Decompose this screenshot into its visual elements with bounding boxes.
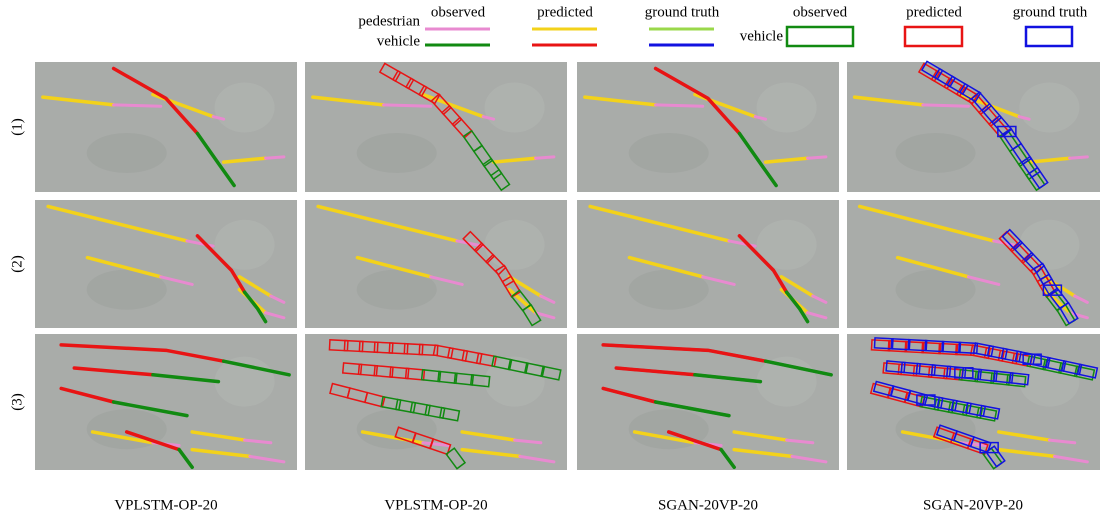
row-label: (1) <box>9 118 25 136</box>
scene-texture <box>629 133 709 173</box>
legend-label: vehicle <box>377 33 421 49</box>
scene-texture <box>757 83 817 133</box>
scene-texture <box>215 83 275 133</box>
legend-header: ground truth <box>645 4 720 20</box>
legend-header: observed <box>793 4 848 20</box>
legend: pedestrian vehicle observed predicted gr… <box>358 4 1087 49</box>
panels <box>35 61 1100 470</box>
column-caption: SGAN-20VP-20 <box>923 497 1023 513</box>
scene-texture <box>485 220 545 270</box>
trajectory <box>266 157 284 158</box>
legend-header: observed <box>431 4 486 20</box>
legend-swatch <box>787 27 853 46</box>
legend-label: vehicle <box>740 28 784 44</box>
legend-swatch <box>1026 27 1072 46</box>
trajectory <box>656 105 703 106</box>
legend-header: predicted <box>906 4 962 20</box>
trajectory <box>808 157 826 158</box>
scene-texture <box>485 83 545 133</box>
legend-swatch <box>905 27 962 46</box>
trajectory <box>384 105 431 106</box>
column-caption: SGAN-20VP-20 <box>658 497 758 513</box>
scene-texture <box>896 133 976 173</box>
trajectory <box>114 105 161 106</box>
trajectory <box>923 105 969 106</box>
row-label: (2) <box>9 255 25 273</box>
trajectory <box>1070 157 1088 158</box>
legend-label: pedestrian <box>358 13 420 29</box>
scene-texture <box>357 133 437 173</box>
trajectory <box>536 157 554 158</box>
legend-header: predicted <box>537 4 593 20</box>
scene-texture <box>1019 220 1079 270</box>
column-caption: VPLSTM-OP-20 <box>384 497 487 513</box>
scene-texture <box>87 133 167 173</box>
column-caption: VPLSTM-OP-20 <box>114 497 217 513</box>
scene-texture <box>1019 83 1079 133</box>
legend-header: ground truth <box>1013 4 1088 20</box>
row-label: (3) <box>9 393 25 411</box>
figure: pedestrian vehicle observed predicted gr… <box>0 0 1102 523</box>
